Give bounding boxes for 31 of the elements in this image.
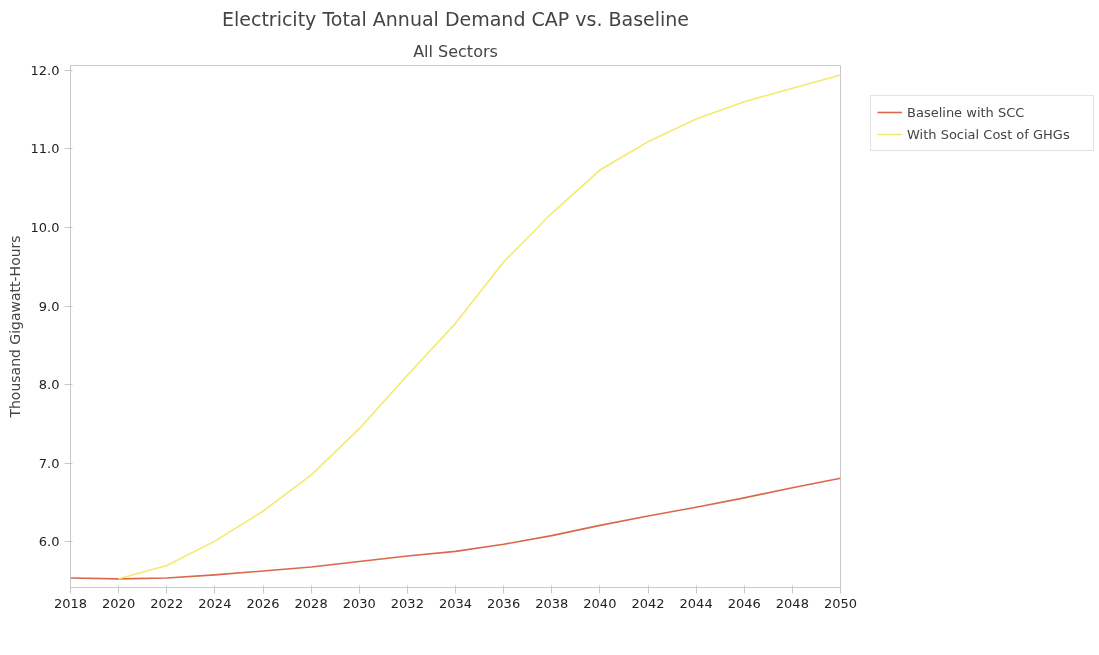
line-series — [117, 74, 841, 580]
x-tick-label: 2036 — [487, 595, 521, 611]
x-tick-label: 2048 — [775, 595, 809, 611]
x-tick-label: 2034 — [438, 595, 473, 611]
x-tick-label: 2026 — [246, 595, 280, 611]
x-tick-label: 2050 — [823, 595, 858, 611]
y-tick-label: 11.0 — [30, 141, 60, 157]
x-tick-label: 2038 — [535, 595, 569, 611]
line-series — [70, 477, 841, 580]
y-tick-label: 8.0 — [38, 377, 60, 393]
x-tick-label: 2020 — [102, 595, 136, 611]
x-tick-label: 2022 — [150, 595, 184, 611]
y-axis-title: Thousand Gigawatt-Hours — [6, 235, 23, 419]
x-tick-label: 2024 — [198, 595, 232, 611]
chart-title: Electricity Total Annual Demand CAP vs. Baseline — [221, 7, 690, 30]
y-tick-label: 6.0 — [38, 534, 60, 550]
y-tick-label: 7.0 — [38, 455, 60, 471]
x-tick-label: 2032 — [390, 595, 424, 611]
x-tick-label: 2030 — [342, 595, 376, 611]
legend-label: Baseline with SCC — [907, 104, 1026, 120]
x-tick-label: 2040 — [583, 595, 617, 611]
x-tick-label: 2018 — [53, 595, 88, 611]
y-tick-label: 9.0 — [38, 298, 60, 314]
x-tick-label: 2042 — [631, 595, 665, 611]
y-tick-label: 12.0 — [30, 62, 60, 78]
x-tick-label: 2044 — [679, 595, 713, 611]
legend-label: With Social Cost of GHGs — [907, 126, 1071, 142]
y-tick-label: 10.0 — [30, 219, 60, 235]
x-tick-label: 2046 — [727, 595, 761, 611]
x-tick-label: 2028 — [294, 595, 328, 611]
chart-subtitle: All Sectors — [413, 41, 498, 61]
